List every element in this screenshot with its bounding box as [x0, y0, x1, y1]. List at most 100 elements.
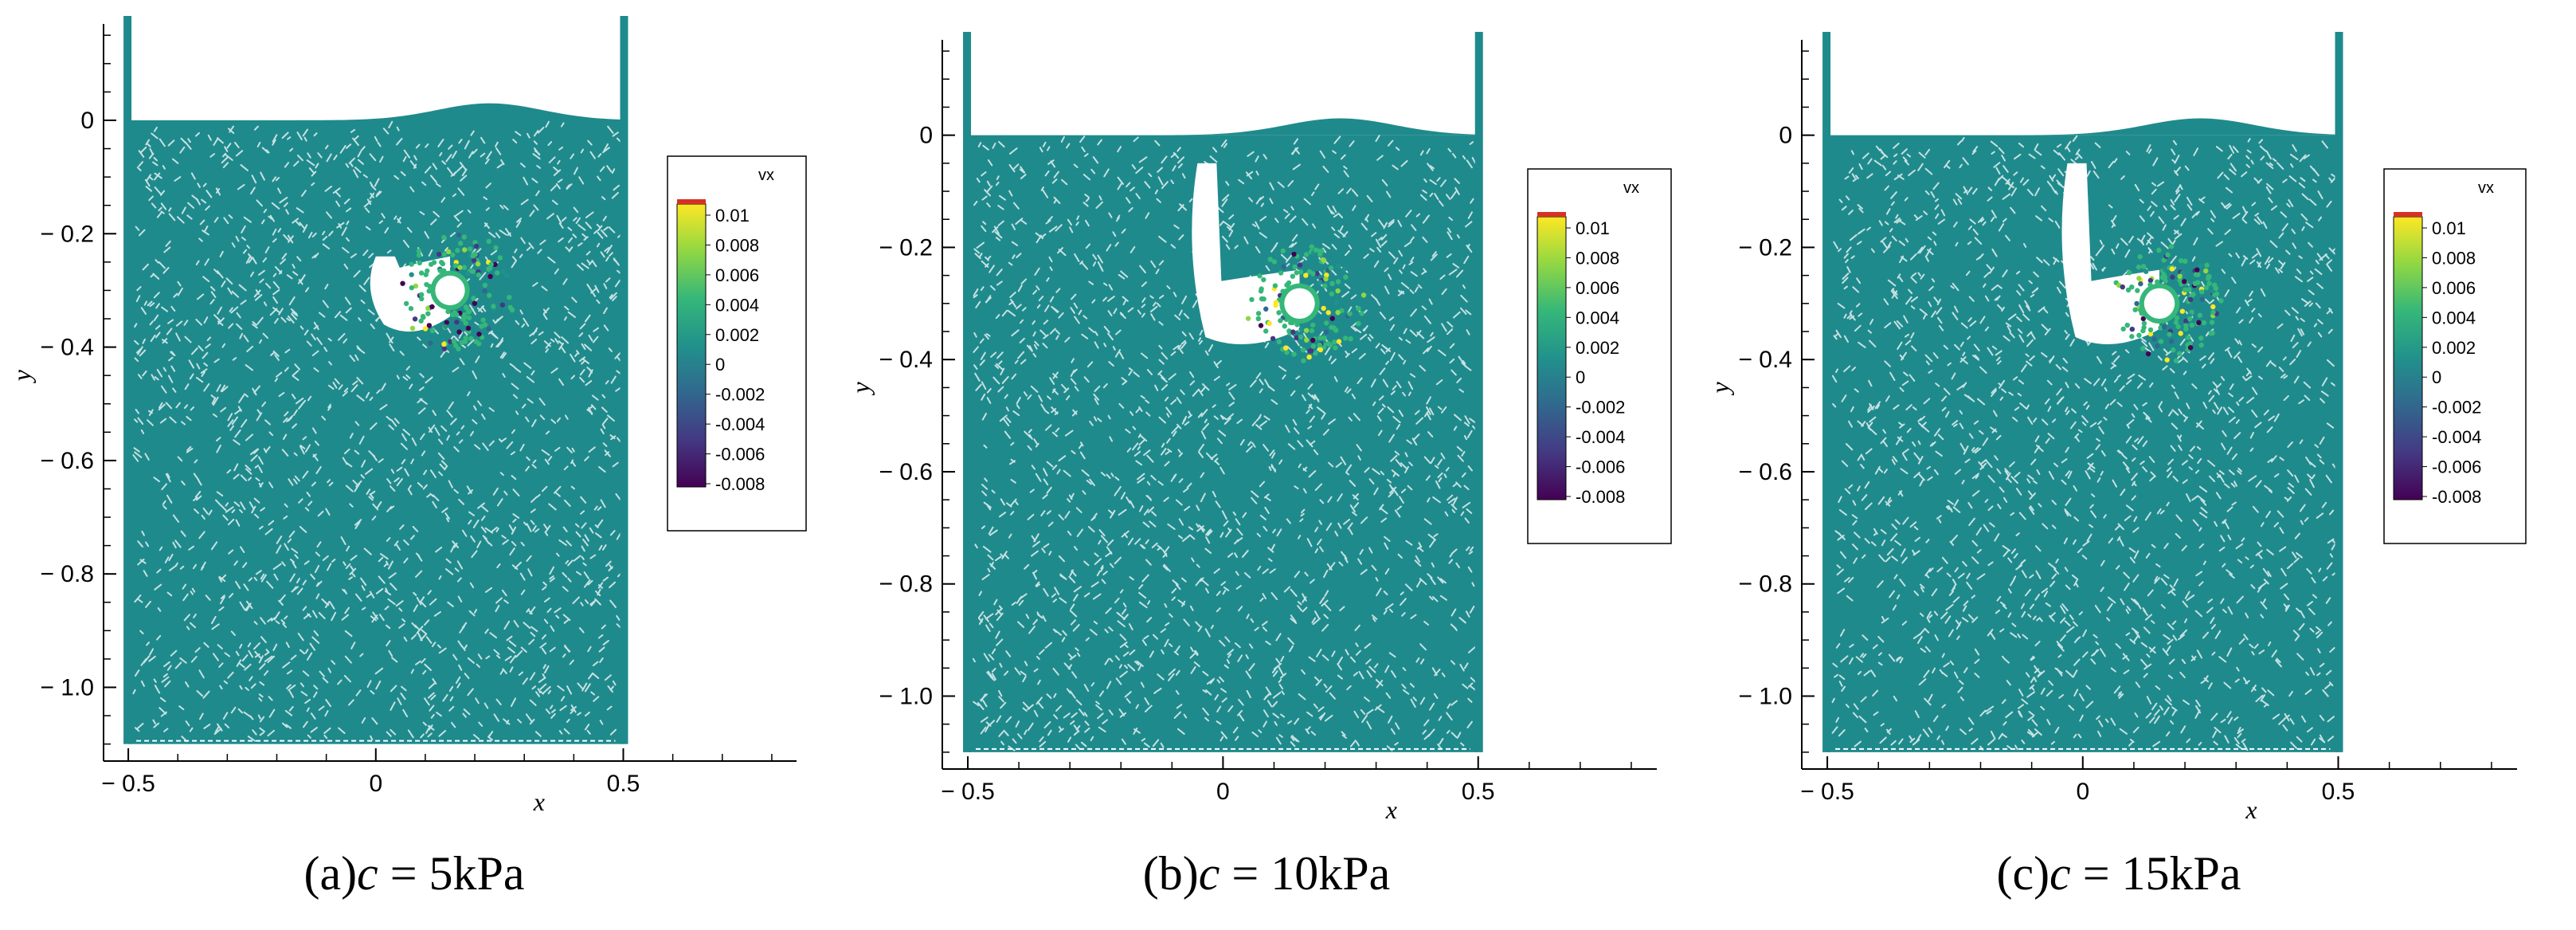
caption-a-eq: = — [390, 847, 417, 900]
cavity — [1192, 163, 1300, 345]
legend-label: 0.006 — [2432, 278, 2476, 298]
legend-title: vx — [1623, 179, 1639, 197]
legend-label: 0 — [715, 355, 725, 375]
caption-c-var: c — [2049, 847, 2071, 900]
caption-b-var: c — [1198, 847, 1220, 900]
y-axis-label: y — [1717, 381, 1734, 395]
axes: 0 − 0.2 − 0.4 − 0.6 − 0.8 − 1.0 − 0.5 0 0.5 x y — [1717, 40, 2517, 824]
right-wall — [1474, 32, 1483, 752]
y-tick-label: − 0.4 — [879, 347, 933, 373]
x-axis-label: x — [533, 787, 545, 816]
legend-label: 0.01 — [2432, 218, 2466, 238]
free-surface-heave — [968, 118, 1478, 135]
x-axis-label: x — [2245, 795, 2257, 824]
caption-a-value: 5 — [429, 847, 453, 900]
caption-c-unit: kPa — [2169, 847, 2241, 900]
free-surface-heave — [128, 103, 624, 120]
y-tick-label: − 1.0 — [1738, 684, 1792, 710]
particle-gaps — [132, 120, 624, 743]
y-tick-label: − 0.2 — [879, 234, 933, 261]
x-tick-label: 0.5 — [1462, 779, 1495, 805]
x-tick-label: − 0.5 — [941, 779, 995, 805]
caption-a-unit: kPa — [452, 847, 525, 900]
y-tick-label: − 0.6 — [1738, 459, 1792, 485]
colorbar — [1537, 216, 1567, 500]
y-tick-label: − 0.4 — [40, 335, 94, 361]
x-tick-label: 0 — [1216, 779, 1230, 805]
particle-field — [963, 32, 1483, 752]
legend-title: vx — [758, 167, 774, 184]
y-tick-label: − 0.4 — [1738, 347, 1792, 373]
left-wall — [963, 32, 972, 752]
right-wall — [620, 16, 628, 744]
legend-label: 0.002 — [1576, 338, 1619, 358]
legend-label: -0.002 — [715, 385, 765, 405]
x-tick-label: 0.5 — [607, 771, 640, 797]
legend-label: -0.002 — [2432, 398, 2481, 418]
legend-label: -0.004 — [715, 414, 765, 434]
panel-b-chart: 0− 0.2− 0.4− 0.6− 0.8− 1.0− 0.500.5xyvx0… — [856, 32, 1672, 824]
legend-label: 0.004 — [715, 295, 759, 315]
particle-field — [1822, 32, 2343, 752]
y-axis-label: y — [7, 369, 36, 383]
y-tick-label: − 0.8 — [1738, 571, 1792, 598]
legend-label: 0.008 — [715, 235, 759, 255]
legend-label: -0.006 — [1576, 457, 1625, 477]
soil-domain — [128, 120, 624, 744]
pipe-interior — [2143, 288, 2175, 320]
caption-c-eq: = — [2082, 847, 2110, 900]
legend-label: 0.002 — [715, 325, 759, 345]
legend-label: 0.006 — [1576, 278, 1619, 298]
legend-label: 0 — [1576, 367, 1585, 387]
legend-label: -0.008 — [715, 474, 765, 494]
y-tick-label: 0 — [1779, 123, 1792, 149]
legend-label: -0.004 — [2432, 427, 2481, 447]
y-tick-label: 0 — [919, 123, 933, 149]
legend-label: -0.008 — [1576, 487, 1625, 507]
left-wall — [123, 16, 132, 744]
y-tick-label: − 1.0 — [879, 684, 933, 710]
colorbar — [2393, 216, 2423, 500]
caption-a-label: (a) — [303, 847, 358, 900]
right-wall — [2335, 32, 2343, 752]
legend-label: 0.008 — [2432, 248, 2476, 268]
caption-b-value: 10 — [1270, 847, 1319, 900]
legend-title: vx — [2478, 179, 2494, 197]
caption-b-unit: kPa — [1318, 847, 1391, 900]
legend-label: -0.002 — [1576, 398, 1625, 418]
colorbar-legend: vx 0.01 0.008 0.006 0.004 0.002 0 -0.002 -0.004 -… — [667, 155, 807, 532]
pipe-interior — [1284, 288, 1315, 320]
legend-label: -0.006 — [2432, 457, 2481, 477]
legend-label: -0.004 — [1576, 427, 1625, 447]
x-tick-label: − 0.5 — [101, 771, 155, 797]
legend-label: -0.006 — [715, 445, 765, 465]
y-tick-label: 0 — [80, 108, 94, 134]
axes: 0 − 0.2 − 0.4 − 0.6 − 0.8 − 1.0 − 0.5 0 0.5 x y — [856, 40, 1657, 824]
y-tick-label: − 1.0 — [40, 675, 94, 701]
panel-c-chart: 0− 0.2− 0.4− 0.6− 0.8− 1.0− 0.500.5xyvx0… — [1717, 32, 2527, 824]
y-tick-label: − 0.6 — [40, 448, 94, 474]
legend-label: 0.01 — [715, 206, 750, 226]
legend-label: 0.004 — [2432, 308, 2476, 328]
x-tick-label: 0.5 — [2322, 779, 2355, 805]
cavity — [2061, 163, 2159, 345]
caption-c-value: 15 — [2121, 847, 2170, 900]
x-tick-label: 0 — [2076, 779, 2089, 805]
caption-b-eq: = — [1231, 847, 1259, 900]
legend-label: 0.006 — [715, 265, 759, 285]
axes: 0 − 0.2 − 0.4 − 0.6 − 0.8 − 1.0 − 0.5 0 0.5 x y — [7, 24, 797, 816]
particle-field — [123, 16, 628, 744]
caption-b: (b)c = 10kPa — [1143, 846, 1390, 901]
x-tick-label: 0 — [369, 771, 382, 797]
panel-a-chart: 0− 0.2− 0.4− 0.6− 0.8− 1.0− 0.5 0 0.5xyvx0… — [7, 16, 807, 816]
y-tick-label: − 0.8 — [879, 571, 933, 598]
caption-b-label: (b) — [1142, 847, 1199, 900]
colorbar — [676, 203, 707, 488]
y-tick-label: − 0.2 — [1738, 234, 1792, 261]
left-wall — [1822, 32, 1831, 752]
colorbar-legend: vx 0.01 0.008 0.006 0.004 0.002 0 -0.002 -0.004 -… — [2383, 168, 2527, 544]
free-surface-heave — [1827, 118, 2339, 135]
legend-label: 0.01 — [1576, 218, 1610, 238]
caption-c: (c)c = 15kPa — [1996, 846, 2241, 901]
